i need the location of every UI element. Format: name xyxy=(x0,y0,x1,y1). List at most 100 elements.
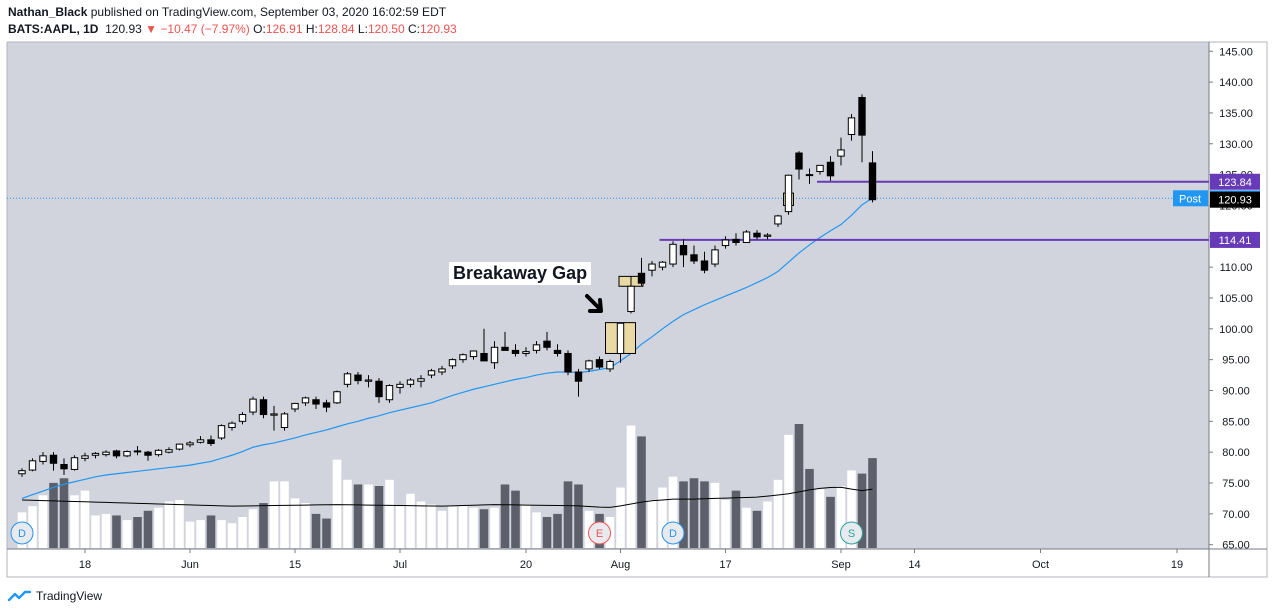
volume-bar xyxy=(374,486,384,548)
volume-bar xyxy=(448,506,457,548)
candle-body xyxy=(606,360,614,370)
time-tick-label: 15 xyxy=(289,559,301,571)
volume-bar xyxy=(38,495,48,548)
candle-body xyxy=(438,368,446,373)
price-tick-label: 105.00 xyxy=(1219,293,1253,305)
price-tick-label: 135.00 xyxy=(1219,108,1253,120)
candle-body xyxy=(375,380,383,398)
moving-average-line xyxy=(21,197,873,499)
candle-body xyxy=(522,351,530,354)
candle-body xyxy=(805,174,814,177)
volume-bar xyxy=(332,459,342,548)
candle-body xyxy=(616,322,625,354)
candle-body xyxy=(658,261,667,268)
volume-bar xyxy=(343,479,352,548)
time-tick-label: Oct xyxy=(1032,559,1049,571)
volume-bar xyxy=(59,478,69,548)
high-label: H: xyxy=(305,22,318,36)
volume-bar xyxy=(784,434,793,548)
last-price: 120.93 xyxy=(105,22,142,36)
candle-body xyxy=(406,379,415,385)
down-arrow-icon: ▼ xyxy=(145,22,158,36)
volume-bar xyxy=(101,513,111,548)
volume-bar xyxy=(794,424,804,548)
time-axis-ticks: 18 Jun 15 Jul 20 Aug 17 Sep 14 Oct 19 xyxy=(79,549,1183,571)
event-marker-letter: S xyxy=(848,528,855,540)
candle-body xyxy=(427,370,436,376)
candle-body xyxy=(816,164,824,173)
candle-body xyxy=(333,391,341,404)
candle-body xyxy=(291,402,299,410)
candle-body xyxy=(637,272,646,284)
publish-info: published on TradingView.com, September … xyxy=(90,5,447,19)
support-tag-value: 114.41 xyxy=(1219,235,1252,247)
event-marker-letter: E xyxy=(596,528,603,540)
event-marker-circle xyxy=(661,521,685,545)
volume-bar xyxy=(353,484,363,548)
candle-body xyxy=(784,174,793,213)
volume-bar xyxy=(80,490,90,548)
candle-body xyxy=(28,460,37,471)
volume-bar xyxy=(164,501,174,548)
candle-body xyxy=(480,352,488,362)
candle-body xyxy=(91,452,100,456)
candle-body xyxy=(207,439,215,445)
plot-background xyxy=(7,42,1209,549)
candle-body xyxy=(648,263,656,271)
volume-bar xyxy=(385,479,394,548)
candle-body xyxy=(238,414,247,422)
volume-bar xyxy=(857,473,867,548)
candle-body xyxy=(186,442,194,446)
volume-bar xyxy=(616,487,625,548)
candle-body xyxy=(763,234,772,237)
candle-body xyxy=(469,350,478,358)
price-tick-label: 100.00 xyxy=(1219,324,1253,336)
close-label: C: xyxy=(407,22,420,36)
volume-bar xyxy=(847,470,856,548)
author-name[interactable]: Nathan_Black xyxy=(8,5,88,19)
volume-bar xyxy=(269,481,279,548)
candle-body xyxy=(154,449,163,456)
time-axis-background[interactable] xyxy=(7,549,1209,577)
open-value: 126.91 xyxy=(265,22,303,36)
volume-bar xyxy=(500,484,510,548)
tradingview-logo-icon xyxy=(8,590,32,602)
resistance-tag xyxy=(1210,173,1260,190)
candle-body xyxy=(690,254,698,262)
price-tick-label: 85.00 xyxy=(1222,416,1250,428)
candle-body xyxy=(595,359,604,368)
candle-body xyxy=(847,117,856,136)
moving-average-layer xyxy=(21,197,873,499)
price-axis-background[interactable] xyxy=(1209,42,1267,549)
candle-body xyxy=(217,425,226,439)
candle-body xyxy=(39,455,47,462)
volume-bar xyxy=(469,507,478,548)
publisher-line: Nathan_Black published on TradingView.co… xyxy=(8,5,446,19)
candle-body xyxy=(669,243,677,265)
volume-bar xyxy=(406,493,415,548)
volume-bar xyxy=(574,484,583,548)
candle-body xyxy=(459,354,467,361)
candles-layer xyxy=(18,94,877,477)
breakaway-gap-label[interactable]: Breakaway Gap xyxy=(449,262,592,285)
symbol-name[interactable]: BATS:AAPL, 1D xyxy=(8,22,99,36)
price-tick-label: 80.00 xyxy=(1222,447,1250,459)
volume-bar xyxy=(668,476,678,548)
footer-brand[interactable]: TradingView xyxy=(36,589,103,603)
price-tick-label: 130.00 xyxy=(1219,139,1253,151)
event-marker-circle xyxy=(10,521,34,545)
candle-body xyxy=(826,161,835,177)
candle-body xyxy=(102,451,110,456)
candle-body xyxy=(511,349,520,354)
candle-body xyxy=(532,344,541,351)
price-tick-label: 90.00 xyxy=(1222,385,1250,397)
volume-bar xyxy=(700,481,709,548)
breakaway-arrow-icon xyxy=(585,294,603,313)
volume-bar xyxy=(112,515,121,548)
candle-body xyxy=(144,451,152,456)
candle-body xyxy=(123,451,131,457)
volume-bar xyxy=(70,495,79,548)
candle-body xyxy=(270,413,278,416)
